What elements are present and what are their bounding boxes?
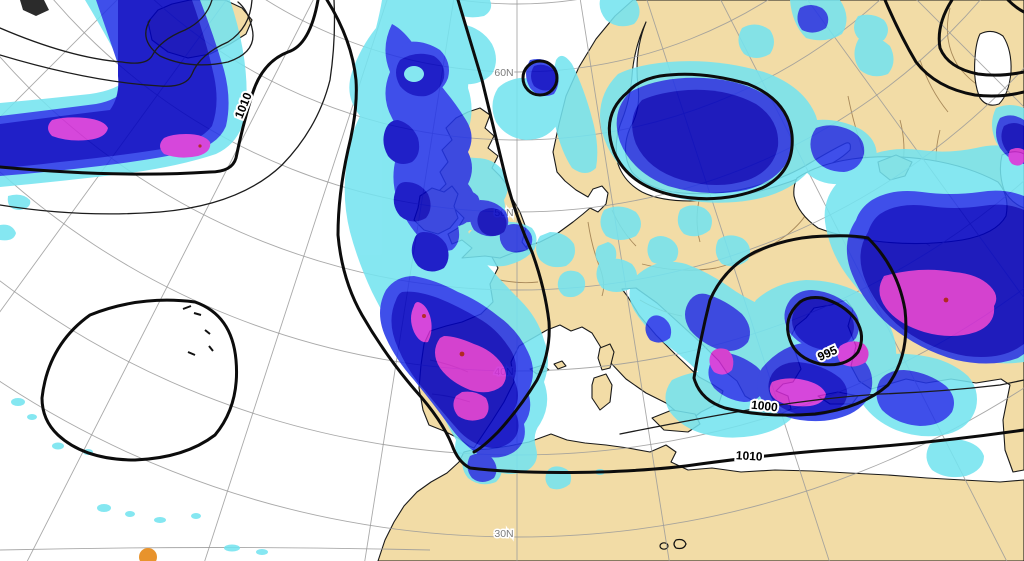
canary-islands [659, 538, 687, 550]
isobar-thick-russia-b [937, 0, 1024, 77]
isobar-thick-russia-a [883, 0, 1024, 98]
corsica [597, 343, 615, 371]
isobar-label: 1010 [736, 448, 764, 463]
isobar-thin [145, 1, 254, 66]
isobar-small-low-north-sea [521, 59, 559, 97]
isobar-thick-channel-trough [456, 0, 551, 454]
meridian-line [26, 0, 314, 561]
isobar-layer [0, 0, 1024, 474]
bottom-latitude-arc [0, 547, 431, 551]
isobar-thick-greek-low-outer [692, 234, 908, 417]
latitude-label: 30N [494, 528, 513, 540]
isobar-thick-corner [1006, 0, 1024, 14]
isobar-thin [0, 0, 213, 64]
sardinia [591, 373, 613, 411]
greenland-fragment [20, 0, 49, 16]
isobar-thick-long-ns-africa [325, 0, 1024, 474]
latitude-label: 60N [494, 67, 513, 79]
meridian-line [579, 0, 670, 561]
isobar-thin [0, 0, 253, 87]
isobar-thick-azores-high [40, 298, 239, 462]
isobar-thick-995-aegean [786, 296, 863, 367]
isobar-thick-baltic-low [607, 72, 794, 201]
isobar-label: 1000 [750, 398, 778, 415]
orange-marker [139, 548, 157, 561]
isobar-thin [0, 0, 336, 215]
precip-core-specks [198, 144, 949, 357]
isobar-thick-1010-atlantic [0, 0, 320, 176]
isobar-thin-1000 [619, 379, 1024, 435]
azores-islands [182, 305, 214, 356]
precip-intense [48, 117, 1024, 421]
